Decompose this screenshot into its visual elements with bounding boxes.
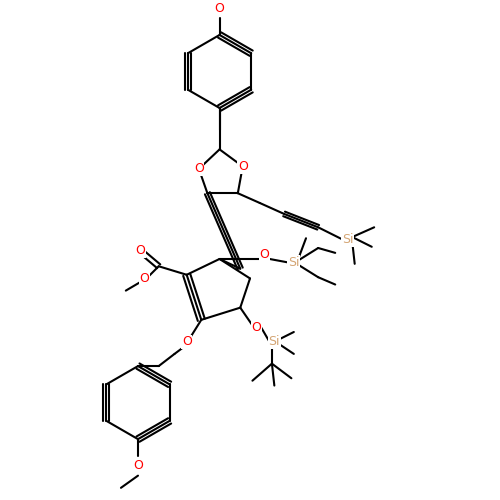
Text: O: O xyxy=(251,320,261,334)
Text: O: O xyxy=(260,248,270,260)
Text: Si: Si xyxy=(268,335,280,348)
Text: Si: Si xyxy=(288,256,300,269)
Text: O: O xyxy=(139,272,149,285)
Text: O: O xyxy=(182,335,192,348)
Text: O: O xyxy=(238,160,248,173)
Text: O: O xyxy=(136,244,145,257)
Text: O: O xyxy=(194,162,204,175)
Text: O: O xyxy=(214,2,224,15)
Text: O: O xyxy=(133,460,143,472)
Text: Si: Si xyxy=(342,233,353,246)
